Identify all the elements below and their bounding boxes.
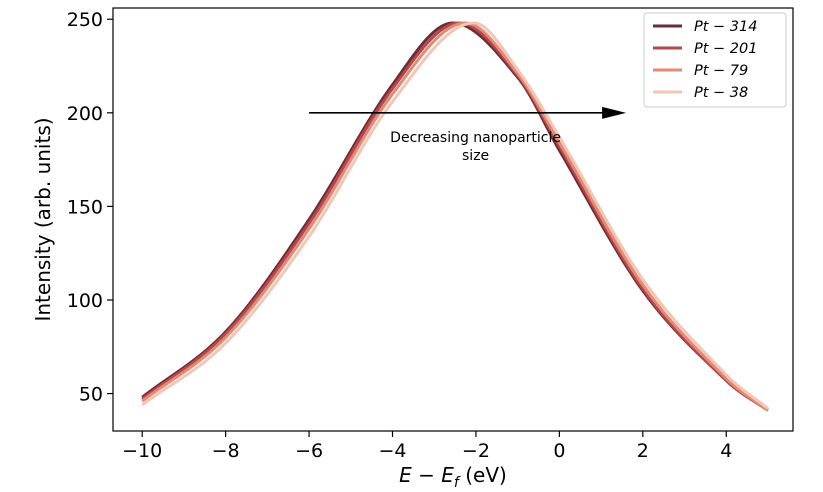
x-tick-label: −4 xyxy=(379,440,407,462)
legend-label: Pt − 314 xyxy=(694,19,757,35)
series-line-3 xyxy=(141,21,769,412)
y-axis-ticks: 50 100 150 200 250 xyxy=(67,9,113,406)
legend: Pt − 314 Pt − 201 Pt − 79 Pt − 38 xyxy=(643,12,787,108)
x-axis-ticks: −10 −8 −6 −4 −2 0 2 4 xyxy=(122,431,732,462)
annotation: Decreasing nanoparticle size xyxy=(309,106,627,164)
plot-frame xyxy=(112,7,794,432)
y-tick-label: 150 xyxy=(67,196,103,218)
series-lines xyxy=(141,21,769,412)
y-tick-label: 50 xyxy=(79,384,103,406)
series-line-4 xyxy=(141,21,769,410)
x-tick-label: −6 xyxy=(295,440,323,462)
x-tick-label: −10 xyxy=(122,440,162,462)
x-tick-label: 4 xyxy=(720,440,732,462)
legend-label: Pt − 38 xyxy=(694,85,748,101)
y-tick-label: 200 xyxy=(67,103,103,125)
legend-box xyxy=(643,12,787,108)
annotation-arrow-head xyxy=(602,106,627,119)
legend-label: Pt − 79 xyxy=(694,63,748,79)
x-tick-label: 2 xyxy=(637,440,649,462)
x-tick-label: −8 xyxy=(212,440,240,462)
x-axis-label-subscript: f xyxy=(454,475,461,491)
x-axis-label-unit: (eV) xyxy=(459,463,507,487)
annotation-text-line-2: size xyxy=(462,148,489,164)
x-tick-label: −2 xyxy=(462,440,490,462)
annotation-text-line-1: Decreasing nanoparticle xyxy=(390,130,561,146)
series-line-2 xyxy=(141,21,769,412)
y-axis-label: Intensity (arb. units) xyxy=(31,117,55,321)
x-axis-label-main: E − E xyxy=(399,463,454,487)
legend-label: Pt − 201 xyxy=(694,41,757,57)
y-tick-label: 100 xyxy=(67,290,103,312)
x-tick-label: 0 xyxy=(553,440,565,462)
x-axis-label: E − Ef (eV) xyxy=(399,463,507,491)
y-tick-label: 250 xyxy=(67,9,103,31)
